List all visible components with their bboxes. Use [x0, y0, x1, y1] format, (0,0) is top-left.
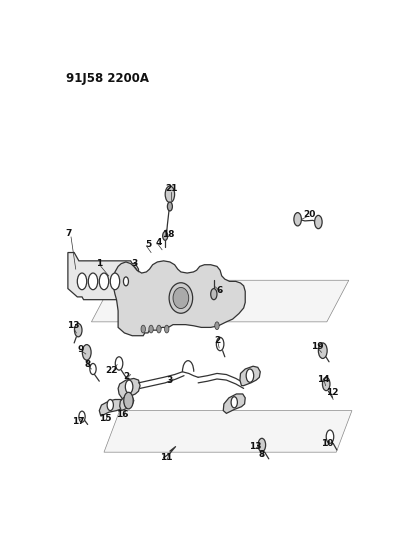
Circle shape	[216, 337, 224, 351]
Circle shape	[125, 380, 133, 393]
Text: 4: 4	[156, 238, 162, 247]
Circle shape	[79, 411, 85, 422]
Text: 17: 17	[72, 417, 85, 426]
Circle shape	[77, 273, 87, 290]
Circle shape	[82, 345, 91, 360]
Text: 9: 9	[78, 344, 84, 353]
Circle shape	[246, 369, 254, 382]
Circle shape	[165, 186, 175, 203]
Polygon shape	[92, 280, 349, 322]
Polygon shape	[104, 410, 352, 452]
Polygon shape	[99, 400, 123, 416]
Circle shape	[258, 438, 266, 451]
Polygon shape	[68, 253, 139, 300]
Circle shape	[141, 325, 145, 333]
Circle shape	[107, 400, 113, 410]
Text: 7: 7	[66, 229, 72, 238]
Text: 12: 12	[326, 388, 339, 397]
Text: 1: 1	[96, 259, 102, 268]
Circle shape	[90, 364, 96, 375]
Text: 3: 3	[166, 376, 173, 385]
Text: 6: 6	[217, 286, 223, 295]
Circle shape	[124, 392, 133, 409]
Circle shape	[124, 277, 128, 286]
Text: 11: 11	[160, 453, 173, 462]
Circle shape	[215, 322, 219, 329]
Circle shape	[322, 377, 330, 391]
Text: 22: 22	[106, 366, 118, 375]
Circle shape	[167, 202, 173, 211]
Text: 15: 15	[99, 415, 111, 423]
Circle shape	[211, 288, 217, 300]
Text: 8: 8	[84, 360, 90, 369]
Polygon shape	[118, 378, 140, 400]
Text: 18: 18	[162, 230, 175, 239]
Text: 10: 10	[321, 439, 333, 448]
Text: 21: 21	[165, 184, 178, 193]
Text: 16: 16	[116, 410, 128, 419]
Circle shape	[231, 397, 237, 408]
Circle shape	[157, 325, 161, 333]
Circle shape	[294, 213, 301, 226]
Text: 13: 13	[67, 321, 79, 330]
Ellipse shape	[169, 282, 193, 313]
Polygon shape	[113, 261, 245, 336]
Text: 2: 2	[124, 372, 130, 381]
Circle shape	[163, 231, 168, 240]
Circle shape	[149, 325, 153, 333]
Circle shape	[164, 325, 169, 333]
Ellipse shape	[173, 287, 189, 309]
Text: 14: 14	[318, 375, 330, 384]
Text: 3: 3	[132, 259, 138, 268]
Circle shape	[318, 343, 327, 359]
Circle shape	[75, 324, 82, 337]
Polygon shape	[240, 366, 260, 386]
Text: 2: 2	[214, 336, 220, 345]
Text: 5: 5	[145, 240, 151, 249]
Text: 13: 13	[249, 442, 262, 451]
Polygon shape	[120, 395, 134, 410]
Circle shape	[326, 430, 334, 443]
Circle shape	[88, 273, 98, 290]
Text: 91J58 2200A: 91J58 2200A	[66, 72, 149, 85]
Circle shape	[99, 273, 109, 290]
Text: 8: 8	[258, 450, 265, 459]
Polygon shape	[223, 394, 245, 414]
Circle shape	[315, 215, 322, 229]
Text: 19: 19	[311, 342, 324, 351]
Circle shape	[115, 357, 123, 370]
Circle shape	[110, 273, 120, 290]
Circle shape	[124, 397, 131, 408]
Text: 20: 20	[303, 211, 315, 219]
